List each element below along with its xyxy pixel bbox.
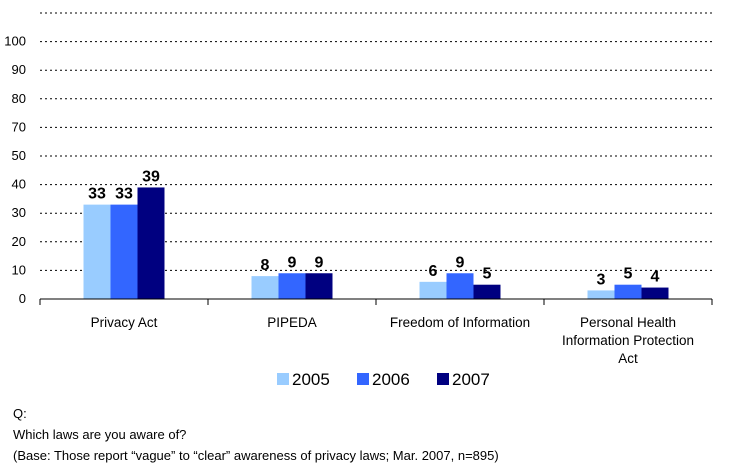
y-axis-tick-labels: 0 10 20 30 40 50 70 80 90 100	[4, 34, 26, 306]
category-label-line: Information Protection	[562, 333, 694, 348]
y-tick-label: 70	[12, 119, 26, 134]
category-label-line: PIPEDA	[267, 315, 317, 330]
category-label: Freedom of Information	[390, 315, 530, 330]
category-label-line: Act	[618, 351, 638, 366]
legend-label: 2005	[292, 370, 330, 389]
y-tick-label: 30	[12, 205, 26, 220]
data-label: 5	[483, 266, 492, 283]
data-labels: 33 33 39 8 9 9 6 9 5 3 5 4	[88, 168, 659, 288]
category-label: Privacy Act	[91, 315, 158, 330]
legend: 2005 2006 2007	[277, 370, 490, 389]
y-tick-label: 100	[4, 34, 26, 49]
bar	[587, 290, 615, 299]
data-label: 4	[651, 269, 660, 286]
bar	[641, 287, 669, 299]
data-label: 9	[288, 254, 297, 271]
data-label: 8	[261, 257, 270, 274]
bar	[83, 204, 111, 299]
category-label: Personal Health Information Protection Act	[562, 315, 694, 366]
data-label: 33	[115, 186, 133, 203]
bar	[278, 273, 306, 299]
bar	[614, 284, 642, 299]
data-label: 39	[142, 168, 160, 185]
legend-label: 2007	[452, 370, 490, 389]
y-tick-label: 40	[12, 177, 26, 192]
bar	[473, 284, 501, 299]
legend-swatch	[437, 373, 449, 385]
legend-swatch	[357, 373, 369, 385]
bar	[305, 273, 333, 299]
bar	[110, 204, 138, 299]
data-label: 9	[315, 254, 324, 271]
category-label: PIPEDA	[267, 315, 317, 330]
y-tick-label: 10	[12, 262, 26, 277]
category-label-line: Freedom of Information	[390, 315, 530, 330]
legend-label: 2006	[372, 370, 410, 389]
bars	[83, 187, 669, 299]
bar-chart: 0 10 20 30 40 50 70 80 90 100 33 33 39 8 9 9 6 9 5 3 5 4 Pri…	[4, 12, 713, 389]
category-label-line: Personal Health	[580, 315, 676, 330]
data-label: 3	[597, 271, 606, 288]
legend-swatch	[277, 373, 289, 385]
y-tick-label: 50	[12, 148, 26, 163]
base-note: (Base: Those report “vague” to “clear” a…	[13, 448, 499, 463]
bar	[419, 281, 447, 299]
data-label: 5	[624, 266, 633, 283]
bar	[251, 276, 279, 299]
data-label: 9	[456, 254, 465, 271]
bar	[137, 187, 165, 299]
question-text: Which laws are you aware of?	[13, 427, 187, 442]
x-axis	[39, 298, 713, 305]
bar	[446, 273, 474, 299]
category-label-line: Privacy Act	[91, 315, 158, 330]
data-label: 33	[88, 186, 106, 203]
chart-footer: Q: Which laws are you aware of? (Base: T…	[13, 403, 499, 466]
question-label: Q:	[13, 406, 27, 421]
y-tick-label: 0	[19, 291, 26, 306]
y-tick-label: 20	[12, 234, 26, 249]
data-label: 6	[429, 263, 438, 280]
category-labels: Privacy Act PIPEDA Freedom of Information P…	[91, 315, 694, 366]
y-tick-label: 80	[12, 91, 26, 106]
y-tick-label: 90	[12, 62, 26, 77]
